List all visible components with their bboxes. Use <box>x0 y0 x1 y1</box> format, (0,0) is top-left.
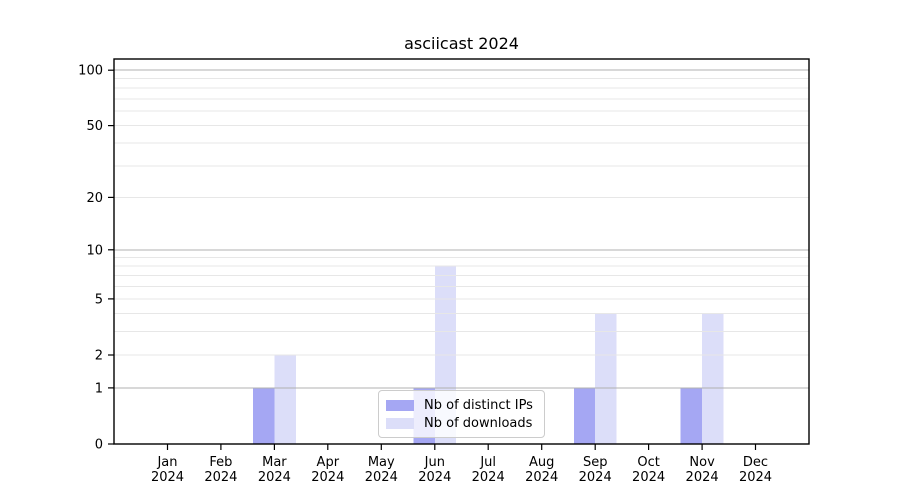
plot-border <box>113 58 810 445</box>
y-tick-label: 10 <box>86 243 103 258</box>
bar-series1-sep <box>595 313 617 444</box>
x-tick-label-month: Oct <box>637 455 659 470</box>
x-tick-label-month: Sep <box>583 455 608 470</box>
x-tick-label-month: May <box>368 455 395 470</box>
x-tick-label-month: Nov <box>689 455 715 470</box>
legend-label-distinct-ips: Nb of distinct IPs <box>424 397 533 413</box>
x-tick-label-month: Mar <box>262 455 287 470</box>
x-tick-label-year: 2024 <box>258 470 291 485</box>
x-tick-label-year: 2024 <box>525 470 558 485</box>
bar-series0-nov <box>680 387 703 444</box>
x-tick-label-year: 2024 <box>686 470 719 485</box>
x-tick-label-year: 2024 <box>204 470 237 485</box>
y-tick-label: 100 <box>78 64 103 79</box>
legend-item-downloads: Nb of downloads <box>386 415 536 431</box>
x-tick-label-year: 2024 <box>579 470 612 485</box>
x-tick-label-year: 2024 <box>739 470 772 485</box>
y-tick-label: 50 <box>86 119 103 134</box>
legend-item-distinct-ips: Nb of distinct IPs <box>386 397 536 413</box>
legend-label-downloads: Nb of downloads <box>424 415 533 431</box>
chart-title: asciicast 2024 <box>404 34 519 53</box>
bar-series1-nov <box>702 313 724 444</box>
x-tick-label-month: Feb <box>209 455 232 470</box>
x-tick-label-year: 2024 <box>472 470 505 485</box>
y-tick-label: 1 <box>95 381 103 396</box>
x-tick-label-month: Apr <box>317 455 340 470</box>
y-tick-label: 0 <box>95 438 103 453</box>
x-tick-label-month: Jul <box>479 455 496 470</box>
x-tick-label-month: Jan <box>156 455 177 470</box>
legend-swatch-downloads-icon <box>386 417 414 429</box>
x-tick-label-year: 2024 <box>632 470 665 485</box>
x-tick-label-year: 2024 <box>365 470 398 485</box>
y-tick-label: 5 <box>95 292 103 307</box>
x-tick-label-month: Dec <box>743 455 768 470</box>
x-tick-label-month: Aug <box>529 455 554 470</box>
x-tick-label-month: Jun <box>424 455 445 470</box>
x-tick-label-year: 2024 <box>311 470 344 485</box>
legend-swatch-distinct-ips-icon <box>386 399 414 411</box>
x-tick-label-year: 2024 <box>151 470 184 485</box>
bar-series0-sep <box>573 387 596 444</box>
y-tick-label: 20 <box>86 191 103 206</box>
x-tick-label-year: 2024 <box>418 470 451 485</box>
bar-series0-mar <box>253 387 275 444</box>
y-tick-label: 2 <box>95 349 103 364</box>
legend: Nb of distinct IPs Nb of downloads <box>378 390 545 438</box>
bar-series1-mar <box>274 355 296 444</box>
